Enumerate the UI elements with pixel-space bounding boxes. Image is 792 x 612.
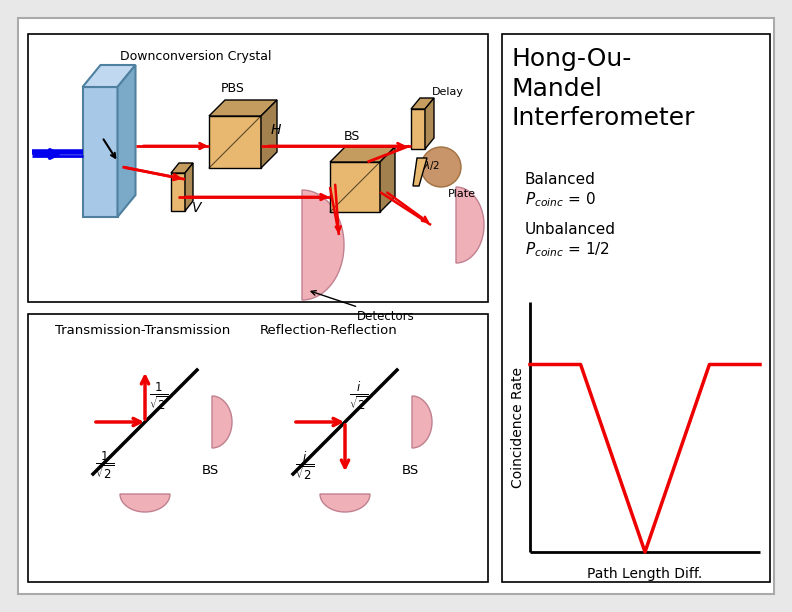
Text: BS: BS — [202, 464, 219, 477]
Text: BS: BS — [402, 464, 419, 477]
Text: $P_{coinc}$ = 0: $P_{coinc}$ = 0 — [525, 190, 596, 209]
Polygon shape — [411, 98, 434, 109]
Text: Transmission-Transmission: Transmission-Transmission — [55, 324, 230, 337]
Text: BS: BS — [344, 130, 360, 143]
Text: Path Length Diff.: Path Length Diff. — [588, 567, 703, 581]
Polygon shape — [117, 65, 135, 217]
Text: V: V — [192, 201, 201, 215]
Bar — [28, 34, 488, 302]
Polygon shape — [302, 190, 344, 300]
Polygon shape — [380, 147, 395, 212]
Polygon shape — [425, 98, 434, 149]
Polygon shape — [412, 396, 432, 448]
Text: $\frac{1}{\sqrt{2}}$: $\frac{1}{\sqrt{2}}$ — [149, 380, 168, 412]
Text: Detectors: Detectors — [311, 291, 415, 323]
Text: Downconversion Crystal: Downconversion Crystal — [120, 50, 272, 63]
Text: $\frac{i}{\sqrt{2}}$: $\frac{i}{\sqrt{2}}$ — [349, 380, 368, 412]
Text: Coincidence Rate: Coincidence Rate — [511, 367, 525, 488]
Polygon shape — [82, 65, 135, 87]
Text: $P_{coinc}$ = 1/2: $P_{coinc}$ = 1/2 — [525, 240, 610, 259]
Polygon shape — [320, 494, 370, 512]
Polygon shape — [330, 147, 395, 162]
Text: $\frac{i}{\sqrt{2}}$: $\frac{i}{\sqrt{2}}$ — [295, 450, 314, 482]
Polygon shape — [413, 158, 427, 186]
Text: Unbalanced: Unbalanced — [525, 222, 616, 237]
Polygon shape — [261, 100, 277, 168]
Polygon shape — [330, 162, 380, 212]
Text: Hong-Ou-
Mandel
Interferometer: Hong-Ou- Mandel Interferometer — [512, 47, 695, 130]
Polygon shape — [120, 494, 170, 512]
Polygon shape — [185, 163, 193, 211]
Polygon shape — [209, 100, 277, 116]
Polygon shape — [456, 187, 484, 263]
Text: $\lambda$/2: $\lambda$/2 — [423, 160, 440, 173]
Polygon shape — [171, 173, 185, 211]
Polygon shape — [171, 163, 193, 173]
Text: PBS: PBS — [221, 82, 245, 95]
Text: Plate: Plate — [448, 189, 476, 199]
Polygon shape — [212, 396, 232, 448]
Polygon shape — [209, 116, 261, 168]
Text: $\frac{1}{\sqrt{2}}$: $\frac{1}{\sqrt{2}}$ — [95, 450, 114, 482]
Bar — [502, 34, 770, 582]
Text: H: H — [271, 123, 281, 137]
Bar — [28, 314, 488, 582]
Text: Reflection-Reflection: Reflection-Reflection — [260, 324, 398, 337]
Polygon shape — [411, 109, 425, 149]
Circle shape — [421, 147, 461, 187]
Text: Delay: Delay — [432, 87, 464, 97]
Text: Balanced: Balanced — [525, 172, 596, 187]
Polygon shape — [82, 87, 117, 217]
